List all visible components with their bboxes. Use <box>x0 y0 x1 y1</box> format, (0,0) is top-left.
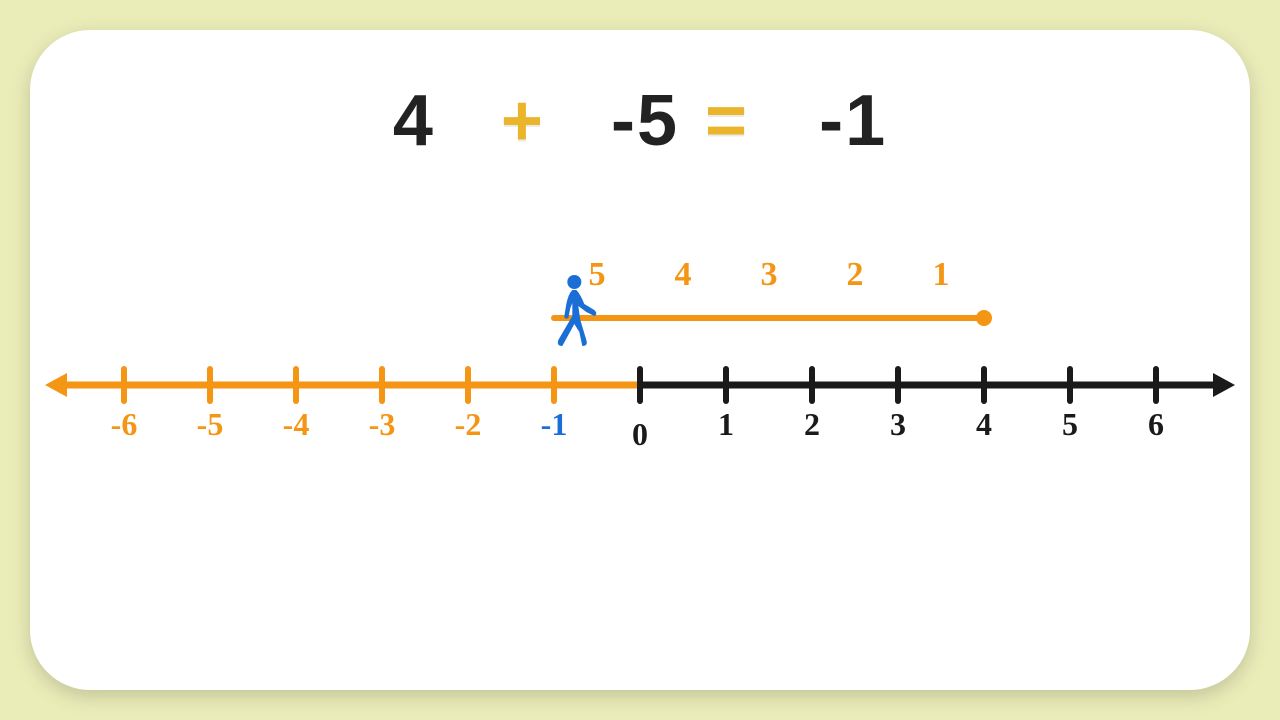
jump-step-label: 3 <box>761 256 778 293</box>
plus-icon: + <box>501 81 545 161</box>
axis-label: -2 <box>455 406 482 442</box>
axis-label: 3 <box>890 406 906 442</box>
operand-b: -5 <box>611 81 679 161</box>
equation-display: 4 + -5 = -1 <box>30 80 1250 162</box>
jump-start-dot <box>976 310 992 326</box>
axis-arrow-left <box>45 373 67 397</box>
jump-step-label: 1 <box>933 256 950 293</box>
axis-label: 2 <box>804 406 820 442</box>
axis-label: 0 <box>632 416 648 452</box>
axis-label: 4 <box>976 406 992 442</box>
axis-label: -5 <box>197 406 224 442</box>
jump-step-label: 5 <box>589 256 606 293</box>
equals-icon: = <box>705 81 749 161</box>
axis-label: 6 <box>1148 406 1164 442</box>
axis-label: 5 <box>1062 406 1078 442</box>
axis-label: -4 <box>283 406 310 442</box>
axis-label: -3 <box>369 406 396 442</box>
number-line-svg: 1 2 3 4 5 -6 -5 -4 -3 -2 -1 0 1 2 3 4 5 6 <box>30 230 1250 490</box>
axis-arrow-right <box>1213 373 1235 397</box>
jump-step-label: 4 <box>675 256 692 293</box>
result: -1 <box>819 81 887 161</box>
axis-label: -1 <box>541 406 568 442</box>
axis-label: 1 <box>718 406 734 442</box>
content-card: 4 + -5 = -1 1 2 3 4 5 -6 -5 -4 -3 -2 -1 0 1 2 3 4 5 6 <box>30 30 1250 690</box>
jump-step-label: 2 <box>847 256 864 293</box>
operand-a: 4 <box>393 81 435 161</box>
axis-label: -6 <box>111 406 138 442</box>
number-line-diagram: 1 2 3 4 5 -6 -5 -4 -3 -2 -1 0 1 2 3 4 5 6 <box>30 230 1250 490</box>
